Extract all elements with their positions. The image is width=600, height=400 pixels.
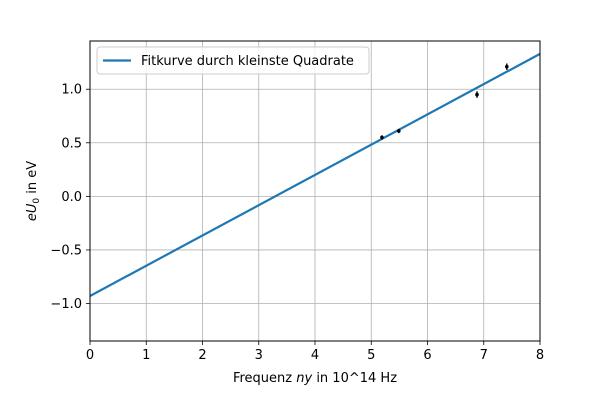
measurement-point <box>380 135 384 140</box>
x-tick-label: 0 <box>86 348 94 363</box>
ticks: 0 1 2 3 4 5 6 7 8 −1.0 −0.5 0.0 0.5 1.0 <box>50 83 544 363</box>
x-axis-label-italic: ny <box>296 371 312 386</box>
legend-box <box>96 46 370 75</box>
fit-line <box>90 52 540 297</box>
y-tick-label: 0.0 <box>61 190 82 205</box>
x-tick-label: 3 <box>255 348 263 363</box>
measurement-point <box>505 64 509 69</box>
x-tick-label: 4 <box>311 348 319 363</box>
x-tick-label: 6 <box>423 348 431 363</box>
y-axis-label-suffix: in eV <box>25 161 40 198</box>
x-tick-label: 2 <box>198 348 206 363</box>
y-axis-label: eU0 in eV <box>25 161 42 221</box>
y-axis-label-subscript: 0 <box>32 198 42 204</box>
x-tick-label: 1 <box>142 348 150 363</box>
x-tick-label: 7 <box>480 348 488 363</box>
y-tick-label: 1.0 <box>61 83 82 98</box>
x-axis-label-suffix: in 10^14 Hz <box>312 371 397 386</box>
measurement-point <box>397 129 401 133</box>
x-axis-label: Frequenz ny in 10^14 Hz <box>233 371 397 386</box>
x-axis-label-prefix: Frequenz <box>233 371 296 386</box>
x-tick-label: 8 <box>536 348 544 363</box>
y-tick-label: −0.5 <box>50 243 82 258</box>
y-tick-label: −1.0 <box>50 297 82 312</box>
y-axis-label-italic: eU <box>25 203 40 221</box>
legend-label-fit: Fitkurve durch kleinste Quadrate <box>141 54 354 69</box>
x-tick-label: 5 <box>367 348 375 363</box>
measurement-point <box>475 92 479 97</box>
plot-area <box>90 52 540 297</box>
legend: Fitkurve durch kleinste Quadrate <box>96 46 370 75</box>
y-tick-label: 0.5 <box>61 136 82 151</box>
